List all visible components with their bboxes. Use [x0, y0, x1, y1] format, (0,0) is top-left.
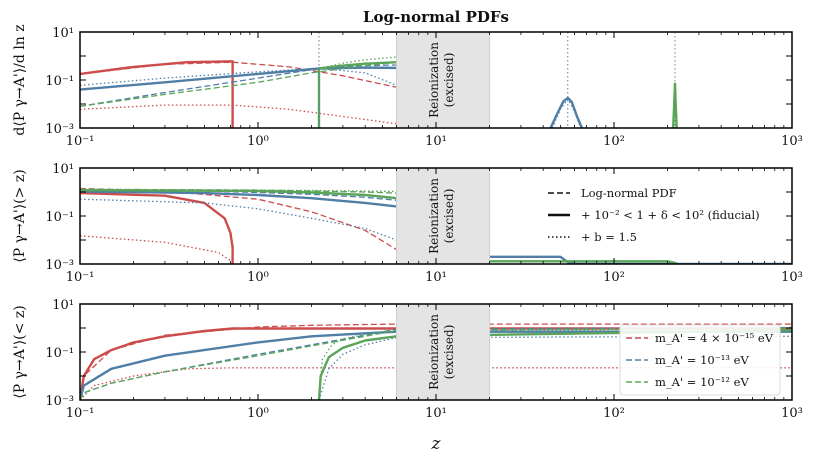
x-tick-label: 10³	[781, 134, 803, 149]
legend-label: + b = 1.5	[581, 230, 637, 244]
series-group	[80, 32, 678, 128]
x-tick-label: 10²	[603, 406, 625, 421]
legend-label: m_A' = 10⁻¹² eV	[655, 375, 749, 389]
y-tick-label: 10¹	[52, 298, 74, 313]
reionization-sublabel: (excised)	[442, 325, 456, 380]
y-axis-label: ⟨P γ→A'⟩(> z)	[12, 169, 28, 262]
reionization-band	[396, 303, 491, 401]
y-tick-label: 10⁻¹	[45, 210, 74, 225]
x-tick-label: 10⁰	[247, 270, 269, 285]
y-tick-label: 10⁻³	[45, 122, 74, 137]
series-blue-solid-peak	[549, 96, 584, 128]
series-red-dotted	[80, 104, 397, 125]
series-blue-dotted	[80, 198, 397, 241]
y-tick-label: 10¹	[52, 26, 74, 41]
reionization-sublabel: (excised)	[442, 189, 456, 244]
series-blue-dotted	[80, 67, 397, 86]
figure-title: Log-normal PDFs	[363, 8, 509, 26]
y-tick-label: 10⁻¹	[45, 74, 74, 89]
panels-group: d⟨P γ→A'⟩/d ln z Reionization (excised)10⁻…	[12, 24, 803, 421]
legend-label: + 10⁻² < 1 + δ < 10² (fiducial)	[581, 208, 760, 222]
series-red-solid	[80, 327, 792, 400]
series-red-dashed	[80, 61, 397, 88]
y-tick-label: 10⁻³	[45, 394, 74, 409]
panel-bottom: ⟨P γ→A'⟩(< z) Reionization (excised)10⁻¹ 10…	[12, 298, 803, 421]
series-green-dotted	[318, 56, 397, 70]
x-tick-label: 10³	[781, 270, 803, 285]
legend-label: m_A' = 4 × 10⁻¹⁵ eV	[655, 331, 774, 345]
series-green-solid-peak	[672, 82, 678, 128]
reionization-label: Reionization	[427, 42, 441, 118]
x-tick-label: 10¹	[425, 270, 447, 285]
reionization-sublabel: (excised)	[442, 53, 456, 108]
x-tick-label: 10⁻¹	[66, 270, 95, 285]
x-axis-label: z	[431, 434, 442, 454]
x-tick-label: 10²	[603, 134, 625, 149]
series-group	[80, 187, 792, 264]
x-tick-label: 10⁻¹	[66, 134, 95, 149]
y-tick-label: 10⁻¹	[45, 346, 74, 361]
series-green-dashed	[80, 61, 397, 107]
x-tick-label: 10²	[603, 270, 625, 285]
panel-middle: ⟨P γ→A'⟩(> z) Reionization (excised)10⁻¹ 10…	[12, 162, 803, 285]
series-red-dashed	[80, 187, 397, 251]
reionization-label: Reionization	[427, 178, 441, 254]
legend-label: Log-normal PDF	[581, 186, 677, 200]
x-tick-label: 10³	[781, 406, 803, 421]
x-tick-label: 10¹	[425, 134, 447, 149]
series-red-dashed	[80, 323, 792, 400]
series-blue-solid	[80, 66, 397, 91]
series-blue-dotted	[318, 335, 792, 400]
reionization-label: Reionization	[427, 314, 441, 390]
series-blue-dotted-peak	[551, 98, 582, 128]
x-tick-label: 10⁰	[247, 134, 269, 149]
series-green-dashed	[80, 327, 792, 400]
legend-mass: m_A' = 4 × 10⁻¹⁵ eV m_A' = 10⁻¹³ eV m_A' =…	[619, 324, 781, 396]
panel-top: d⟨P γ→A'⟩/d ln z Reionization (excised) 10⁻…	[12, 24, 803, 149]
x-tick-label: 10¹	[425, 406, 447, 421]
reionization-band	[396, 31, 491, 129]
series-blue-solid	[80, 190, 397, 208]
legend-label: m_A' = 10⁻¹³ eV	[655, 353, 749, 367]
series-green-solid	[317, 61, 397, 128]
series-green-dashed	[80, 188, 397, 194]
series-red-solid	[80, 191, 234, 264]
y-axis-label: ⟨P γ→A'⟩(< z)	[12, 305, 28, 398]
y-tick-label: 10⁻³	[45, 258, 74, 273]
legend-linestyle: Log-normal PDF + 10⁻² < 1 + δ < 10² (fidu…	[548, 186, 760, 244]
x-tick-label: 10⁻¹	[66, 406, 95, 421]
series-red-dotted	[80, 367, 792, 400]
series-blue-dashed	[80, 326, 792, 400]
series-green-solid	[80, 188, 397, 200]
series-red-dotted	[80, 235, 233, 263]
legend-box	[619, 324, 781, 396]
x-tick-label: 10⁰	[247, 406, 269, 421]
y-axis-label: d⟨P γ→A'⟩/d ln z	[12, 24, 28, 135]
reionization-band	[396, 167, 491, 265]
y-tick-label: 10¹	[52, 162, 74, 177]
